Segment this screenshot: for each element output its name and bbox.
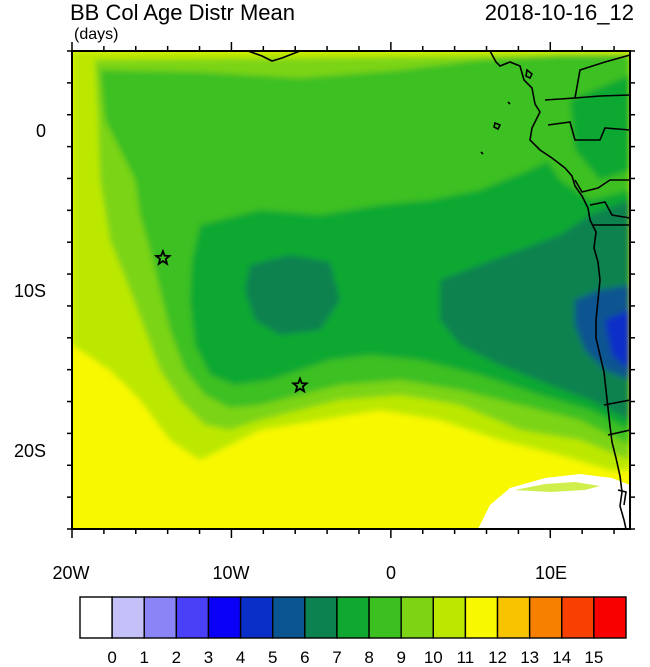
- y-tick-label-20s: 20S: [14, 441, 46, 461]
- colorbar-swatch: [143, 596, 178, 639]
- colorbar-label: 3: [204, 648, 213, 667]
- colorbar-label: 6: [300, 648, 309, 667]
- x-tick-label-10w: 10W: [212, 563, 249, 583]
- field-level-11-coast: [515, 482, 600, 492]
- colorbar-swatch: [272, 596, 306, 639]
- colorbar-swatch: [593, 596, 627, 639]
- units-label: (days): [74, 26, 119, 43]
- plot-date: 2018-10-16_12: [484, 0, 634, 25]
- colorbar-label: 15: [584, 648, 603, 667]
- colorbar-swatch: [207, 596, 242, 639]
- colorbar-swatch: [400, 596, 434, 639]
- x-tick-label-0: 0: [386, 563, 396, 583]
- colorbar-swatch: [175, 596, 210, 639]
- colorbar-label: 14: [552, 648, 571, 667]
- y-tick-label-10s: 10S: [14, 281, 46, 301]
- colorbar-label: 1: [140, 648, 149, 667]
- colorbar-label: 0: [107, 648, 116, 667]
- y-tick-label-0: 0: [36, 121, 46, 141]
- colorbar-label: 8: [364, 648, 373, 667]
- colorbar-swatch: [432, 596, 467, 639]
- colorbar-swatch: [304, 596, 338, 639]
- colorbar-label: 2: [172, 648, 181, 667]
- x-tick-label-20w: 20W: [52, 563, 89, 583]
- colorbar-label: 10: [424, 648, 443, 667]
- plot-title: BB Col Age Distr Mean: [70, 0, 295, 25]
- colorbar-label: 4: [236, 648, 245, 667]
- colorbar-swatch: [336, 596, 370, 639]
- colorbar-label: 12: [488, 648, 507, 667]
- x-tick-label-10e: 10E: [535, 563, 567, 583]
- field-land-north-8: [570, 75, 630, 180]
- field-level-7: [245, 255, 340, 335]
- star-marker-2: [290, 376, 310, 394]
- colorbar-swatch: [111, 596, 145, 639]
- star-marker-1: [153, 248, 172, 266]
- coastlines: [247, 51, 630, 529]
- field-level-5: [605, 310, 630, 370]
- colorbar-swatch: [528, 596, 563, 639]
- field-level-7-east: [440, 200, 630, 420]
- colorbar-label: 5: [268, 648, 277, 667]
- map-field: [72, 51, 630, 529]
- axis-ticks: [67, 42, 635, 538]
- colorbar-swatch: [79, 596, 113, 639]
- colorbar-swatch: [368, 596, 402, 639]
- colorbar-swatch: [464, 596, 499, 639]
- colorbar-label: 11: [457, 648, 475, 667]
- colorbar-label: 13: [520, 648, 539, 667]
- colorbar-label: 9: [396, 648, 405, 667]
- colorbar: 0 1 2 3 4 5 6 7 8 9 10 11 12 13 14 15: [79, 596, 627, 667]
- colorbar-swatch: [496, 596, 531, 639]
- colorbar-swatch: [239, 596, 274, 639]
- field-sw-yellow: [72, 350, 300, 529]
- star-markers: [153, 248, 310, 394]
- map-frame: [71, 50, 631, 530]
- colorbar-label: 7: [332, 648, 341, 667]
- colorbar-swatch: [561, 596, 595, 639]
